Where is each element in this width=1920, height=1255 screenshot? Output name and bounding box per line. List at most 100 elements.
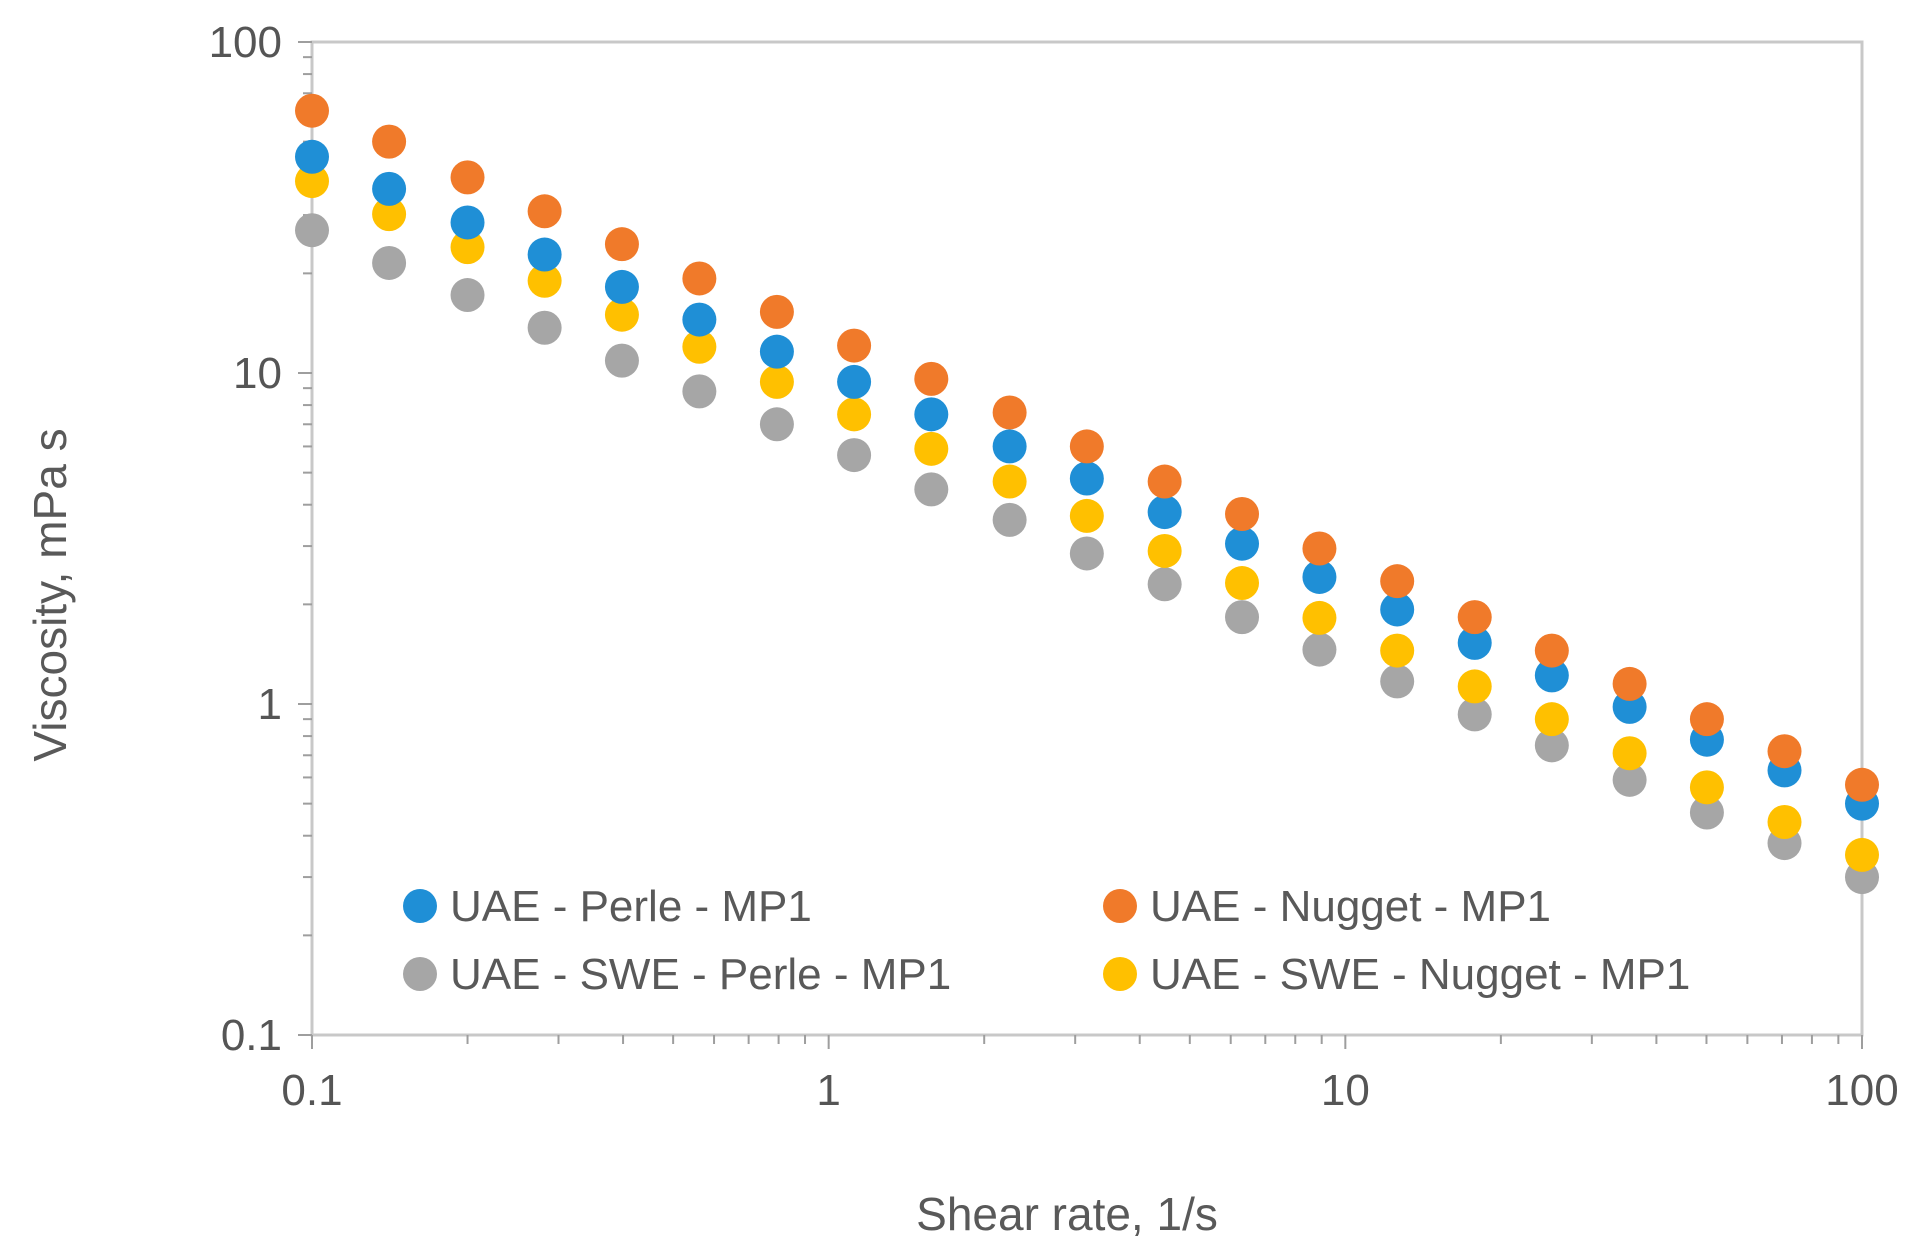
data-point [759,334,794,369]
data-point [527,237,562,272]
data-point [1147,495,1182,530]
y-tick-label: 100 [209,18,282,67]
data-point [372,124,407,159]
data-point [1302,600,1337,635]
data-point [295,139,329,174]
data-point [1147,464,1182,499]
data-point [1689,702,1724,737]
data-point [1225,600,1260,635]
data-point [759,407,794,442]
data-point [450,205,485,240]
x-axis-title: Shear rate, 1/s [916,1188,1218,1240]
legend-item: UAE - SWE - Perle - MP1 [403,950,951,999]
data-point [1534,633,1569,668]
data-point [604,343,639,378]
data-point [1302,559,1337,594]
data-point [450,278,485,313]
y-axis-title: Viscosity, mPa s [24,428,76,761]
data-point [1457,625,1492,660]
data-point [759,294,794,329]
data-point [1612,736,1647,771]
series-1 [295,139,1879,821]
data-point [1689,770,1724,805]
data-point [1069,429,1104,464]
data-point [682,261,717,296]
series-4 [295,164,1879,872]
axes: 0.1 1 10 100 0.1 1 10 100 [209,18,1899,1115]
data-point [1147,567,1182,602]
x-tick-label: 0.1 [281,1066,342,1115]
data-point [527,263,562,298]
data-point [914,431,949,466]
data-point [1225,566,1260,601]
legend-marker [1103,957,1137,991]
data-point [450,230,485,265]
data-point [1457,697,1492,732]
data-point [682,302,717,337]
data-point [1534,728,1569,763]
data-point [1612,762,1647,797]
legend-item: UAE - SWE - Nugget - MP1 [1103,950,1690,999]
data-point [837,438,872,473]
data-point [1225,526,1260,561]
legend-item: UAE - Nugget - MP1 [1103,882,1551,931]
data-point [914,472,949,507]
data-point [1147,533,1182,568]
legend-marker [403,957,437,991]
legend-label: UAE - SWE - Nugget - MP1 [1150,950,1690,999]
data-point [372,171,407,206]
data-point [837,397,872,432]
data-point [527,194,562,229]
data-point [1457,669,1492,704]
data-point [295,93,329,128]
y-tick-label: 1 [258,680,282,729]
data-point [604,227,639,262]
data-points [295,93,1879,895]
data-point [1380,592,1415,627]
legend-item: UAE - Perle - MP1 [403,882,812,931]
data-point [992,395,1027,430]
data-point [1302,632,1337,667]
data-point [604,297,639,332]
data-point [604,269,639,304]
data-point [1457,600,1492,635]
data-point [682,374,717,409]
legend-label: UAE - SWE - Perle - MP1 [450,950,951,999]
legend-label: UAE - Perle - MP1 [450,882,812,931]
data-point [1612,666,1647,701]
data-point [837,328,872,363]
x-tick-label: 100 [1825,1066,1898,1115]
data-point [1534,702,1569,737]
data-point [759,364,794,399]
data-point [682,329,717,364]
data-point [1225,496,1260,531]
y-tick-label: 0.1 [221,1011,282,1060]
data-point [1069,498,1104,533]
data-point [1845,767,1879,802]
data-point [992,502,1027,537]
legend-marker [403,889,437,923]
data-point [914,397,949,432]
data-point [1689,795,1724,830]
series-3 [295,213,1879,895]
data-point [1845,837,1879,872]
series-2 [295,93,1879,802]
data-point [1380,633,1415,668]
data-point [295,164,329,199]
data-point [1767,734,1802,769]
data-point [1380,664,1415,699]
data-point [372,197,407,232]
plot-frame [310,40,1864,1037]
legend: UAE - Perle - MP1 UAE - Nugget - MP1 UAE -… [403,882,1690,999]
y-tick-label: 10 [233,349,282,398]
x-tick-label: 1 [816,1066,840,1115]
legend-label: UAE - Nugget - MP1 [1150,882,1551,931]
data-point [1069,461,1104,496]
data-point [914,361,949,396]
x-tick-label: 10 [1321,1066,1370,1115]
data-point [372,245,407,280]
data-point [992,429,1027,464]
data-point [837,364,872,399]
data-point [450,160,485,195]
data-point [1380,564,1415,599]
